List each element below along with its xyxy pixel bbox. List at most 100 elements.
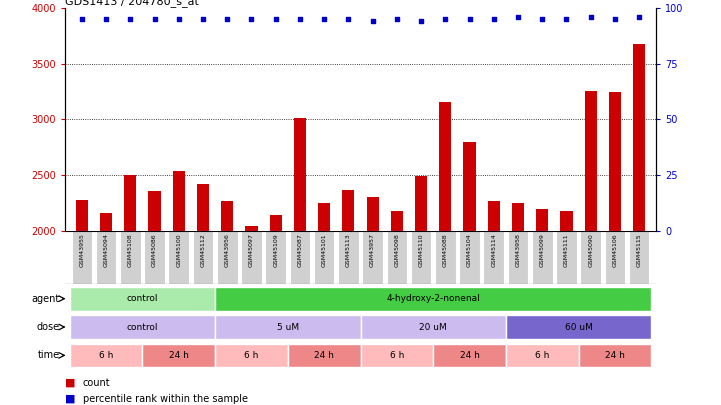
Point <box>221 16 233 23</box>
FancyBboxPatch shape <box>288 343 360 367</box>
Point <box>440 16 451 23</box>
Bar <box>391 211 403 231</box>
Point <box>464 16 475 23</box>
Text: GSM45086: GSM45086 <box>152 233 157 266</box>
FancyBboxPatch shape <box>459 231 480 284</box>
Point <box>342 16 354 23</box>
Bar <box>633 44 645 231</box>
Point <box>561 16 572 23</box>
FancyBboxPatch shape <box>556 231 577 284</box>
Bar <box>536 209 548 231</box>
Bar <box>439 102 451 231</box>
Text: GSM45100: GSM45100 <box>176 233 181 266</box>
FancyBboxPatch shape <box>71 231 92 284</box>
Bar <box>366 198 379 231</box>
Bar <box>464 142 476 231</box>
FancyBboxPatch shape <box>484 231 504 284</box>
Point <box>391 16 402 23</box>
FancyBboxPatch shape <box>193 231 213 284</box>
FancyBboxPatch shape <box>314 231 335 284</box>
FancyBboxPatch shape <box>70 315 215 339</box>
Text: count: count <box>83 378 110 388</box>
Bar <box>100 213 112 231</box>
FancyBboxPatch shape <box>338 231 358 284</box>
Text: 6 h: 6 h <box>244 351 259 360</box>
Text: ■: ■ <box>65 394 76 404</box>
FancyBboxPatch shape <box>96 231 116 284</box>
Text: GSM45099: GSM45099 <box>540 233 545 267</box>
Text: GSM45087: GSM45087 <box>298 233 302 267</box>
Bar <box>221 201 234 231</box>
Bar <box>197 184 209 231</box>
Point <box>294 16 306 23</box>
Point <box>100 16 112 23</box>
Bar <box>270 215 282 231</box>
Text: GSM45098: GSM45098 <box>394 233 399 267</box>
Bar <box>124 175 136 231</box>
Text: GSM43955: GSM43955 <box>79 233 84 267</box>
Point <box>512 14 523 20</box>
Bar <box>609 92 621 231</box>
Point <box>585 14 596 20</box>
Point <box>76 16 88 23</box>
Text: GSM45115: GSM45115 <box>637 233 642 266</box>
Text: GSM45101: GSM45101 <box>322 233 327 266</box>
FancyBboxPatch shape <box>435 231 456 284</box>
Text: GSM43956: GSM43956 <box>225 233 230 267</box>
Point <box>609 16 621 23</box>
Bar <box>245 226 257 231</box>
Text: time: time <box>38 350 60 360</box>
FancyBboxPatch shape <box>169 231 189 284</box>
Text: GSM45088: GSM45088 <box>443 233 448 266</box>
Text: 6 h: 6 h <box>535 351 549 360</box>
FancyBboxPatch shape <box>215 315 360 339</box>
Text: GSM45106: GSM45106 <box>612 233 617 266</box>
Text: dose: dose <box>37 322 60 332</box>
FancyBboxPatch shape <box>506 343 578 367</box>
Text: 6 h: 6 h <box>389 351 404 360</box>
FancyBboxPatch shape <box>144 231 165 284</box>
Text: GSM45097: GSM45097 <box>249 233 254 267</box>
Point <box>198 16 209 23</box>
FancyBboxPatch shape <box>506 315 651 339</box>
Bar <box>318 203 330 231</box>
Text: GDS1413 / 204780_s_at: GDS1413 / 204780_s_at <box>65 0 199 7</box>
Text: 20 uM: 20 uM <box>420 322 447 332</box>
FancyBboxPatch shape <box>215 343 288 367</box>
Point <box>125 16 136 23</box>
FancyBboxPatch shape <box>360 343 433 367</box>
FancyBboxPatch shape <box>578 343 651 367</box>
Bar <box>342 190 355 231</box>
Point <box>367 18 379 25</box>
Point <box>633 14 645 20</box>
Text: control: control <box>127 294 158 303</box>
FancyBboxPatch shape <box>265 231 286 284</box>
FancyBboxPatch shape <box>386 231 407 284</box>
Text: GSM45094: GSM45094 <box>104 233 109 267</box>
Text: 4-hydroxy-2-nonenal: 4-hydroxy-2-nonenal <box>386 294 480 303</box>
Bar <box>585 91 597 231</box>
Text: 24 h: 24 h <box>459 351 479 360</box>
Text: GSM45090: GSM45090 <box>588 233 593 267</box>
Point <box>173 16 185 23</box>
Text: 5 uM: 5 uM <box>277 322 299 332</box>
FancyBboxPatch shape <box>532 231 552 284</box>
Bar <box>512 203 524 231</box>
Bar <box>560 211 572 231</box>
Text: GSM45109: GSM45109 <box>273 233 278 267</box>
FancyBboxPatch shape <box>433 343 506 367</box>
Bar <box>149 191 161 231</box>
Text: GSM45108: GSM45108 <box>128 233 133 266</box>
Point <box>536 16 548 23</box>
Point <box>488 16 500 23</box>
FancyBboxPatch shape <box>120 231 141 284</box>
Point <box>149 16 160 23</box>
Point <box>415 18 427 25</box>
Text: GSM45111: GSM45111 <box>564 233 569 266</box>
FancyBboxPatch shape <box>629 231 650 284</box>
FancyBboxPatch shape <box>215 287 651 311</box>
FancyBboxPatch shape <box>70 287 215 311</box>
FancyBboxPatch shape <box>217 231 237 284</box>
Text: GSM45110: GSM45110 <box>419 233 423 266</box>
Text: GSM45113: GSM45113 <box>346 233 351 267</box>
